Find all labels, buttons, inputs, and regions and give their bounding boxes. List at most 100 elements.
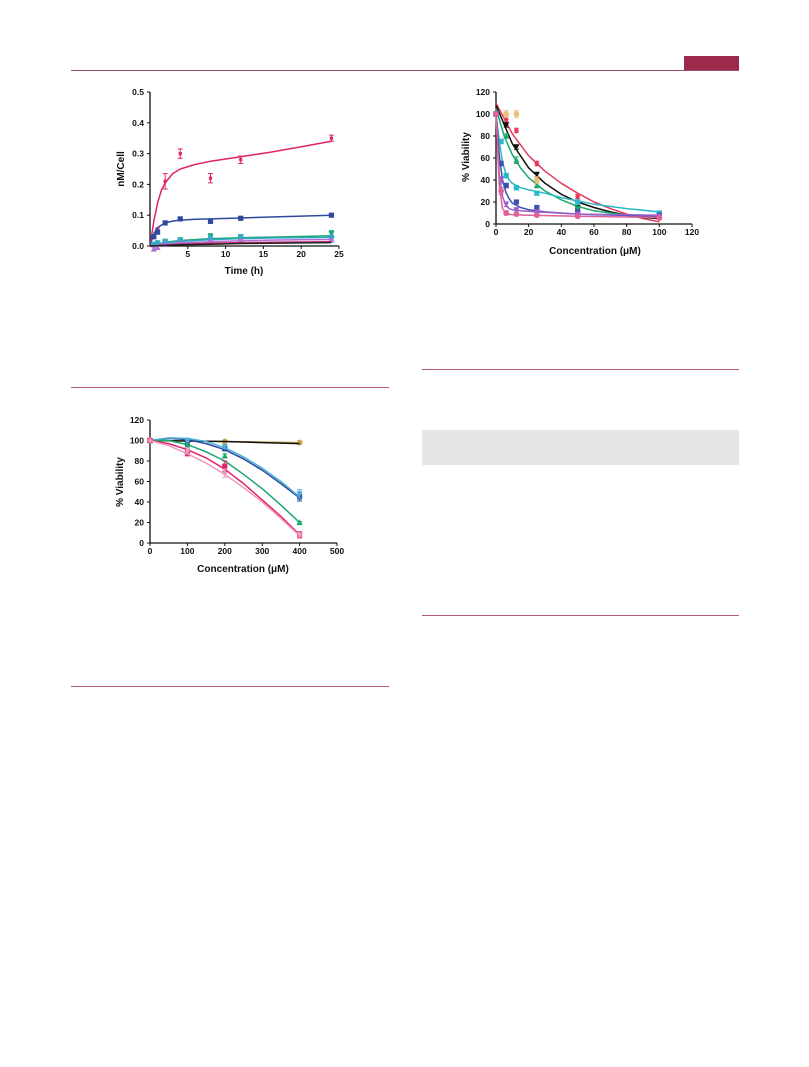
y-tick-label: 80 xyxy=(135,456,145,466)
y-tick-label: 20 xyxy=(481,197,491,207)
y-tick-label: 40 xyxy=(135,497,145,507)
x-tick-label: 500 xyxy=(330,546,344,556)
data-point-6 xyxy=(574,213,581,220)
data-point-3 xyxy=(503,173,509,179)
data-point-3 xyxy=(534,190,540,196)
series-line-5 xyxy=(495,113,660,216)
x-tick-label: 100 xyxy=(180,546,194,556)
data-point-0 xyxy=(163,179,167,183)
data-point-4 xyxy=(296,519,303,526)
x-tick-label: 20 xyxy=(524,227,534,237)
viability-lowdose-x-axis-title: Concentration (μM) xyxy=(549,246,641,257)
data-point-6 xyxy=(493,111,499,117)
shaded-box xyxy=(422,430,739,465)
data-point-1 xyxy=(238,215,244,221)
series-line-1 xyxy=(149,214,332,247)
x-tick-label: 200 xyxy=(218,546,232,556)
data-point-7 xyxy=(513,111,520,117)
section-rule xyxy=(71,387,389,388)
y-tick-label: 60 xyxy=(135,477,145,487)
x-tick-label: 80 xyxy=(622,227,632,237)
data-point-6 xyxy=(503,210,510,216)
x-tick-label: 100 xyxy=(652,227,666,237)
data-point-1 xyxy=(207,218,214,224)
data-point-2 xyxy=(513,157,520,163)
data-point-1 xyxy=(503,122,510,129)
section-rule xyxy=(422,369,739,370)
x-tick-label: 40 xyxy=(557,227,567,237)
data-point-5 xyxy=(513,207,520,213)
y-tick-label: 0.0 xyxy=(132,241,144,251)
data-point-0 xyxy=(534,160,540,167)
data-point-6 xyxy=(222,470,228,477)
x-tick-label: 120 xyxy=(685,227,699,237)
y-tick-label: 0.1 xyxy=(132,210,144,220)
data-point-3 xyxy=(184,438,191,445)
data-point-4 xyxy=(534,204,540,211)
data-point-4 xyxy=(513,199,520,205)
y-tick-label: 40 xyxy=(481,175,491,185)
data-point-5 xyxy=(533,209,540,216)
y-tick-label: 60 xyxy=(481,153,491,163)
data-point-0 xyxy=(208,176,213,180)
data-point-4 xyxy=(150,245,157,252)
y-tick-label: 0.2 xyxy=(132,179,144,189)
data-point-6 xyxy=(498,188,504,194)
data-point-4 xyxy=(498,160,504,167)
x-tick-label: 400 xyxy=(293,546,307,556)
y-tick-label: 0.5 xyxy=(132,87,144,97)
header-accent-tab xyxy=(684,56,739,70)
data-point-3 xyxy=(498,138,504,145)
series-line-6 xyxy=(149,241,332,247)
data-point-1 xyxy=(151,234,157,240)
data-point-4 xyxy=(503,182,509,189)
data-point-4 xyxy=(184,442,191,449)
data-point-1 xyxy=(328,212,335,218)
data-point-3 xyxy=(237,233,244,240)
y-tick-label: 0 xyxy=(139,538,144,548)
data-point-1 xyxy=(162,220,168,226)
data-point-0 xyxy=(296,439,303,446)
data-point-1 xyxy=(533,171,540,178)
viability-lowdose-y-axis-title: % Viability xyxy=(461,132,472,182)
data-point-3 xyxy=(296,491,303,497)
section-rule xyxy=(71,686,389,687)
section-rule xyxy=(422,615,739,616)
data-point-3 xyxy=(221,444,228,450)
x-tick-label: 60 xyxy=(589,227,599,237)
x-tick-label: 0 xyxy=(494,227,499,237)
data-point-1 xyxy=(177,216,183,222)
data-point-1 xyxy=(154,229,161,235)
x-tick-label: 15 xyxy=(259,249,269,259)
x-tick-label: 10 xyxy=(221,249,231,259)
y-tick-label: 120 xyxy=(476,87,490,97)
series-line-1 xyxy=(149,439,300,445)
y-tick-label: 0 xyxy=(485,219,490,229)
viability-highdose-x-axis-title: Concentration (μM) xyxy=(197,564,289,575)
data-point-1 xyxy=(513,144,520,151)
y-tick-label: 0.3 xyxy=(132,149,144,159)
y-tick-label: 120 xyxy=(130,415,144,425)
header-rule xyxy=(71,70,739,71)
x-tick-label: 20 xyxy=(296,249,306,259)
uptake-y-axis-title: nM/Cell xyxy=(116,151,127,187)
data-point-0 xyxy=(575,193,581,200)
uptake-x-axis-title: Time (h) xyxy=(225,266,264,277)
x-tick-label: 0 xyxy=(148,546,153,556)
data-point-0 xyxy=(178,152,182,156)
data-point-0 xyxy=(239,158,243,162)
data-point-3 xyxy=(575,199,581,205)
data-point-2 xyxy=(533,182,540,189)
data-point-7 xyxy=(533,177,540,183)
data-point-3 xyxy=(513,185,520,191)
data-point-6 xyxy=(147,437,153,444)
data-point-4 xyxy=(221,452,228,459)
x-tick-label: 25 xyxy=(334,249,344,259)
x-tick-label: 5 xyxy=(185,249,190,259)
y-tick-label: 80 xyxy=(481,131,491,141)
y-tick-label: 100 xyxy=(476,109,490,119)
y-tick-label: 100 xyxy=(130,436,144,446)
